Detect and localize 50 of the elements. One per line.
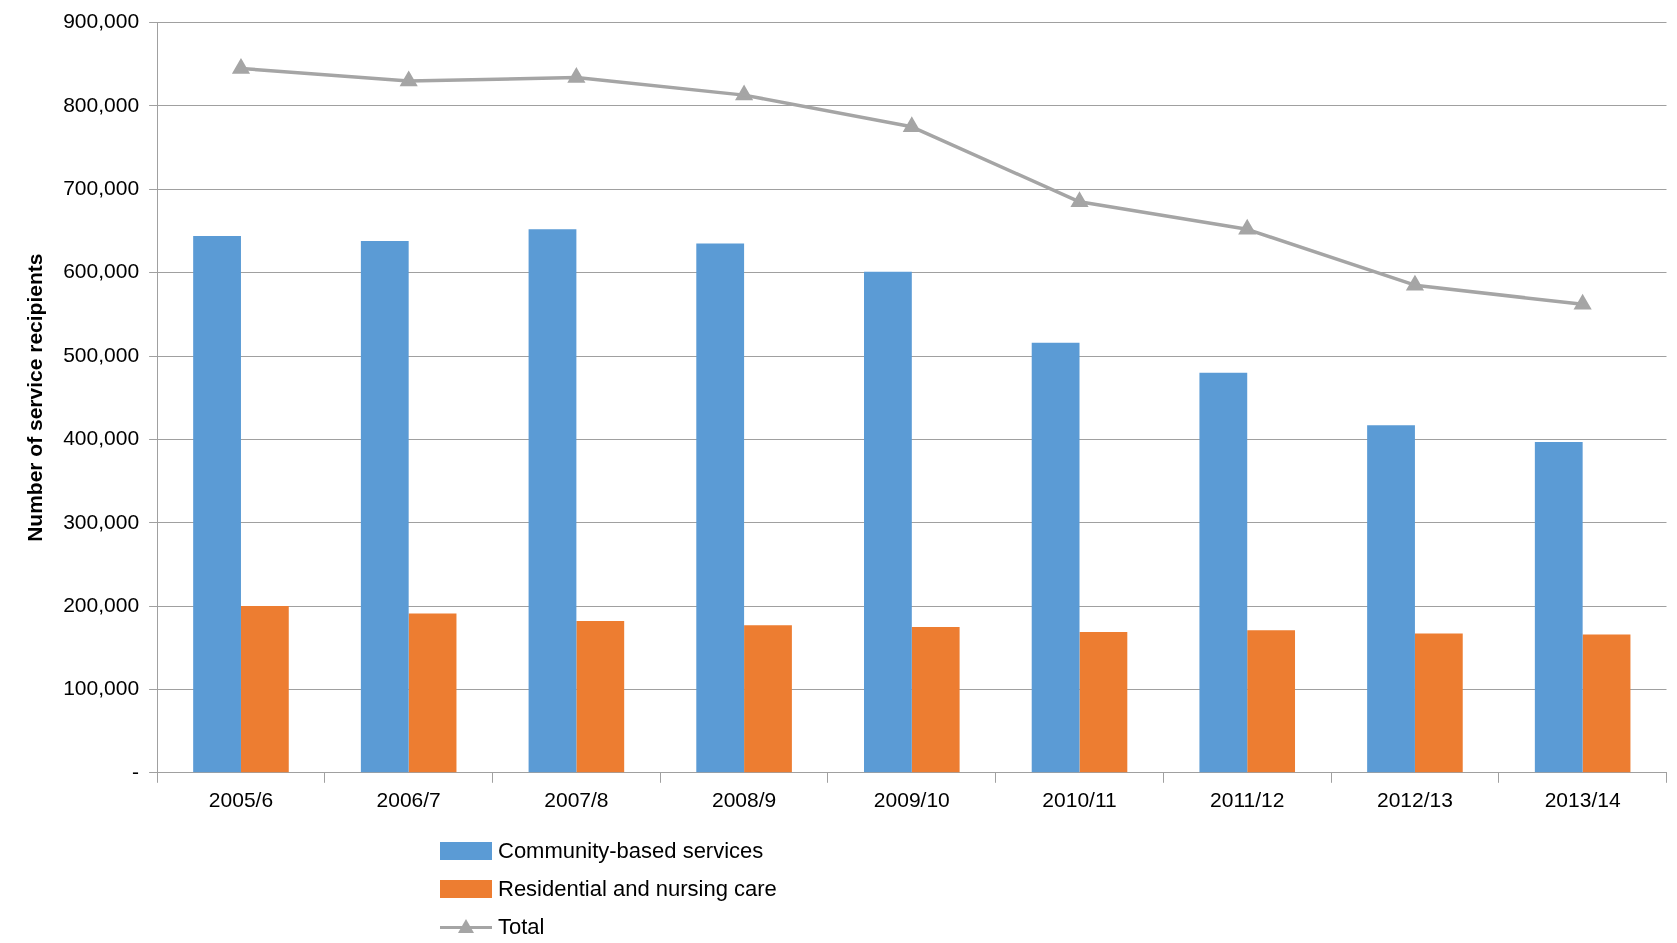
y-tick-label: 500,000 bbox=[63, 342, 140, 366]
bar bbox=[576, 621, 625, 773]
point bbox=[1239, 220, 1256, 235]
bar bbox=[1367, 425, 1415, 773]
bar bbox=[744, 625, 792, 773]
point bbox=[1071, 193, 1088, 208]
bar bbox=[1079, 631, 1128, 773]
point bbox=[1407, 276, 1423, 291]
y-tick-label: 700,000 bbox=[63, 176, 140, 200]
y-tick-label: 200,000 bbox=[63, 592, 140, 616]
bar bbox=[240, 606, 289, 773]
bar bbox=[1031, 342, 1080, 773]
bar bbox=[1247, 630, 1296, 773]
x-tick-label: 2010/11 bbox=[1042, 788, 1117, 812]
y-axis-title: Number of service recipients bbox=[23, 253, 47, 542]
y-tick-label: 600,000 bbox=[63, 259, 140, 283]
bar bbox=[360, 240, 409, 773]
point bbox=[903, 118, 920, 133]
bar bbox=[1199, 372, 1248, 773]
x-tick-label: 2005/6 bbox=[208, 788, 274, 812]
x-tick-label: 2012/13 bbox=[1376, 788, 1453, 812]
x-tick-label: 2006/7 bbox=[376, 788, 441, 812]
bar bbox=[408, 613, 457, 773]
x-tick-label: 2009/10 bbox=[873, 788, 950, 812]
y-tick-label: 100,000 bbox=[63, 676, 140, 700]
bar bbox=[864, 271, 912, 773]
bar bbox=[193, 235, 241, 773]
bar bbox=[1582, 634, 1631, 773]
y-tick-label: 900,000 bbox=[63, 9, 140, 33]
y-tick-label: 800,000 bbox=[63, 92, 140, 116]
y-tick-label: 400,000 bbox=[63, 426, 140, 450]
point bbox=[233, 59, 249, 74]
legend-label: Residential and nursing care bbox=[498, 876, 777, 902]
x-tick-label: 2011/12 bbox=[1210, 788, 1285, 812]
bar bbox=[528, 229, 577, 773]
bar bbox=[911, 626, 960, 773]
y-tick-label: 300,000 bbox=[63, 509, 140, 533]
point bbox=[1574, 295, 1591, 310]
x-tick-label: 2013/14 bbox=[1544, 788, 1621, 812]
y-tick-label: - bbox=[132, 759, 140, 783]
point bbox=[568, 68, 585, 83]
legend-label: Total bbox=[498, 914, 545, 940]
bar bbox=[1534, 441, 1583, 773]
point bbox=[736, 86, 752, 101]
x-tick-label: 2008/9 bbox=[711, 788, 777, 812]
bar bbox=[696, 243, 745, 773]
x-tick-label: 2007/8 bbox=[544, 788, 609, 812]
bar bbox=[1414, 633, 1463, 773]
point bbox=[400, 72, 417, 87]
legend-label: Community-based services bbox=[498, 838, 764, 864]
